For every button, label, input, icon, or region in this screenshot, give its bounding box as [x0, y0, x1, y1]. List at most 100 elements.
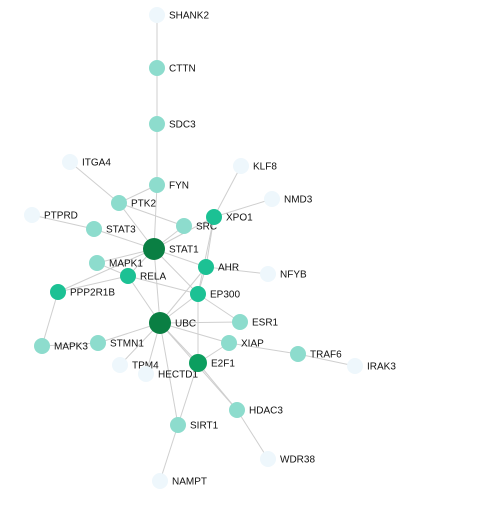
edge-ppp2r1b-rela — [57, 275, 129, 293]
node-label: ITGA4 — [82, 158, 111, 169]
node-circle[interactable] — [152, 473, 168, 489]
node-e2f1[interactable]: E2F1 — [189, 354, 235, 372]
node-circle[interactable] — [62, 154, 78, 170]
edge-traf6-irak3 — [297, 353, 356, 367]
node-label: E2F1 — [211, 359, 235, 370]
node-circle[interactable] — [264, 191, 280, 207]
node-circle[interactable] — [176, 218, 192, 234]
node-label: PTPRD — [44, 211, 78, 222]
node-ppp2r1b[interactable]: PPP2R1B — [50, 284, 115, 300]
node-label: RELA — [140, 272, 166, 283]
node-irak3[interactable]: IRAK3 — [347, 358, 396, 374]
node-wdr38[interactable]: WDR38 — [260, 451, 315, 467]
node-fyn[interactable]: FYN — [149, 177, 189, 193]
edge-e2f1-sirt1 — [177, 362, 199, 426]
node-label: NMD3 — [284, 195, 313, 206]
node-circle[interactable] — [143, 238, 165, 260]
node-klf8[interactable]: KLF8 — [233, 158, 277, 174]
node-circle[interactable] — [149, 116, 165, 132]
node-circle[interactable] — [112, 357, 128, 373]
node-label: XPO1 — [226, 213, 253, 224]
node-label: FYN — [169, 181, 189, 192]
node-label: STAT3 — [106, 225, 136, 236]
node-circle[interactable] — [189, 354, 207, 372]
node-label: UBC — [175, 319, 196, 330]
node-circle[interactable] — [120, 268, 136, 284]
node-xpo1[interactable]: XPO1 — [206, 209, 253, 225]
node-label: ESR1 — [252, 318, 279, 329]
node-shank2[interactable]: SHANK2 — [149, 7, 209, 23]
node-ptprd[interactable]: PTPRD — [24, 207, 78, 223]
node-circle[interactable] — [260, 266, 276, 282]
edge-ptprd-stat3 — [31, 214, 95, 230]
node-traf6[interactable]: TRAF6 — [290, 346, 342, 362]
node-hdac3[interactable]: HDAC3 — [229, 402, 283, 418]
node-ubc[interactable]: UBC — [149, 312, 196, 334]
node-ep300[interactable]: EP300 — [190, 286, 240, 302]
node-itga4[interactable]: ITGA4 — [62, 154, 111, 170]
edge-xpo1-klf8 — [213, 165, 242, 218]
node-stat3[interactable]: STAT3 — [86, 221, 136, 237]
node-circle[interactable] — [34, 338, 50, 354]
node-circle[interactable] — [260, 451, 276, 467]
node-label: HECTD1 — [158, 370, 198, 381]
node-circle[interactable] — [149, 7, 165, 23]
node-label: TRAF6 — [310, 350, 342, 361]
node-circle[interactable] — [149, 60, 165, 76]
node-ptk2[interactable]: PTK2 — [111, 195, 156, 211]
node-label: MAPK3 — [54, 342, 88, 353]
node-circle[interactable] — [190, 286, 206, 302]
node-sdc3[interactable]: SDC3 — [149, 116, 196, 132]
node-circle[interactable] — [90, 335, 106, 351]
node-circle[interactable] — [89, 255, 105, 271]
node-circle[interactable] — [138, 366, 154, 382]
edge-ep300-esr1 — [197, 293, 241, 323]
edge-xpo1-ep300 — [197, 216, 215, 295]
edge-e2f1-hdac3 — [197, 362, 238, 411]
node-nfyb[interactable]: NFYB — [260, 266, 307, 282]
node-circle[interactable] — [86, 221, 102, 237]
node-label: XIAP — [241, 339, 264, 350]
nodes-layer: SHANK2 CTTN SDC3 FYN ITGA4 KLF8 NMD3 PTK2 PTPRD S… — [24, 7, 396, 489]
node-src[interactable]: SRC — [176, 218, 217, 234]
node-label: AHR — [218, 263, 239, 274]
edge-ahr-ubc — [159, 266, 207, 324]
edge-xpo1-nmd3 — [213, 198, 273, 218]
node-label: KLF8 — [253, 162, 277, 173]
edge-stat1-ppp2r1b — [57, 248, 155, 293]
node-circle[interactable] — [24, 207, 40, 223]
node-mapk3[interactable]: MAPK3 — [34, 338, 88, 354]
node-cttn[interactable]: CTTN — [149, 60, 196, 76]
node-xiap[interactable]: XIAP — [221, 335, 264, 351]
node-label: MAPK1 — [109, 259, 143, 270]
node-nmd3[interactable]: NMD3 — [264, 191, 313, 207]
node-hectd1[interactable]: HECTD1 — [138, 366, 198, 382]
node-circle[interactable] — [221, 335, 237, 351]
node-circle[interactable] — [149, 177, 165, 193]
node-label: PTK2 — [131, 199, 156, 210]
node-mapk1[interactable]: MAPK1 — [89, 255, 143, 271]
node-circle[interactable] — [347, 358, 363, 374]
node-sirt1[interactable]: SIRT1 — [170, 417, 219, 433]
node-label: EP300 — [210, 290, 240, 301]
node-rela[interactable]: RELA — [120, 268, 166, 284]
node-nampt[interactable]: NAMPT — [152, 473, 207, 489]
node-stat1[interactable]: STAT1 — [143, 238, 199, 260]
node-circle[interactable] — [170, 417, 186, 433]
node-circle[interactable] — [50, 284, 66, 300]
node-circle[interactable] — [206, 209, 222, 225]
node-circle[interactable] — [232, 314, 248, 330]
node-ahr[interactable]: AHR — [198, 259, 239, 275]
node-circle[interactable] — [149, 312, 171, 334]
node-circle[interactable] — [111, 195, 127, 211]
node-circle[interactable] — [290, 346, 306, 362]
edge-ptk2-src — [118, 202, 185, 227]
edge-sirt1-nampt — [159, 424, 179, 482]
node-esr1[interactable]: ESR1 — [232, 314, 279, 330]
node-label: IRAK3 — [367, 362, 396, 373]
node-circle[interactable] — [229, 402, 245, 418]
node-stmn1[interactable]: STMN1 — [90, 335, 144, 351]
node-circle[interactable] — [233, 158, 249, 174]
node-circle[interactable] — [198, 259, 214, 275]
node-label: SRC — [196, 222, 217, 233]
